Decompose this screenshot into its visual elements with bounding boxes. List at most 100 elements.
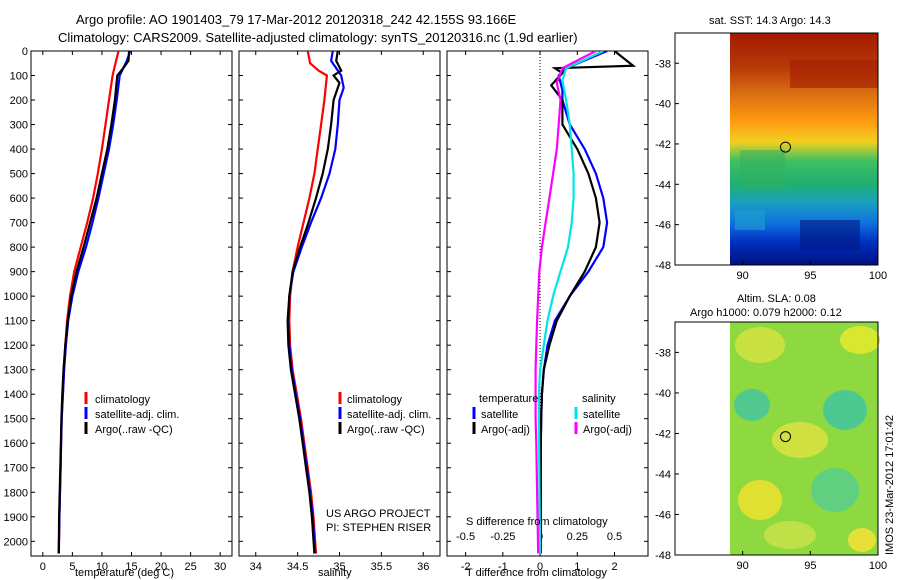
x-tick-label: 36 [417,561,429,573]
title-line-2: Climatology: CARS2009. Satellite-adjuste… [58,30,578,45]
sst-patch [735,210,765,230]
legend-title-salinity: salinity [582,393,616,405]
credit-line-2: PI: STEPHEN RISER [326,522,431,534]
legend-label-temp-argo: Argo(-adj) [481,424,530,436]
sla-blob [738,480,782,520]
y-tick-label: 1400 [4,389,28,401]
y-tick-label: -42 [655,139,671,151]
y-tick-label: 800 [10,242,28,254]
x-tick-label: 25 [184,561,196,573]
s-tick-label: 0.25 [567,531,588,543]
difference-xlabel: T difference from climatology [466,567,607,579]
difference-top-label: S difference from climatology [466,516,608,528]
salinity-ticks: 34 34.5 35 35.5 36 [239,50,440,573]
x-tick-label: 2 [611,561,617,573]
legend-label-sal-satellite: satellite [583,409,620,421]
y-tick-label: -46 [655,220,671,232]
difference-profiles [534,51,637,554]
y-tick-label: -40 [655,388,671,400]
imos-stamp: IMOS 23-Mar-2012 17:01:42 [884,415,896,555]
sla-blob [735,327,785,363]
title-line-1: Argo profile: AO 1901403_79 17-Mar-2012 … [76,12,517,27]
legend-label-satellite: satellite-adj. clim. [347,409,431,421]
y-tick-label: 1700 [4,463,28,475]
y-tick-label: 300 [10,120,28,132]
sla-blob [734,389,770,421]
x-tick-label: 100 [869,270,887,282]
salinity-panel: 34 34.5 35 35.5 36 salinity climatology sate… [238,50,441,579]
y-tick-label: 0 [22,46,28,58]
y-tick-label: 1200 [4,340,28,352]
y-tick-label: 1300 [4,365,28,377]
legend-label-temp-satellite: satellite [481,409,518,421]
y-tick-label: 700 [10,218,28,230]
x-tick-label: 90 [737,560,749,572]
legend-label-argo: Argo(..raw -QC) [95,424,173,436]
temperature-ticks: 0 5 10 15 20 25 300100200300400500600700800900… [4,46,232,573]
y-tick-label: -38 [655,58,671,70]
salinity-legend: climatology satellite-adj. clim. Argo(..… [338,392,431,436]
y-tick-label: -44 [655,469,671,481]
y-tick-label: 1800 [4,487,28,499]
profile-line-argo-adj- [534,51,597,554]
sst-map-ticks: 90 95 100 -38 -40 -42 -44 -46 -48 [655,58,887,282]
sst-map-patches [735,60,878,250]
y-tick-label: 1000 [4,291,28,303]
sla-map-title-2: Argo h1000: 0.079 h2000: 0.12 [690,307,842,319]
x-tick-label: 15 [125,561,137,573]
s-tick-label: -0.25 [490,531,515,543]
x-tick-label: 100 [869,560,887,572]
salinity-profiles [286,51,345,554]
legend-label-climatology: climatology [95,394,151,406]
x-tick-label: 34.5 [287,561,308,573]
legend-label-climatology: climatology [347,394,403,406]
y-tick-label: 1600 [4,438,28,450]
x-tick-label: 95 [804,270,816,282]
y-tick-label: 400 [10,144,28,156]
x-tick-label: 30 [214,561,226,573]
x-tick-label: -1 [498,561,508,573]
float-position-marker [780,431,792,443]
x-tick-label: -2 [461,561,471,573]
y-tick-label: 500 [10,169,28,181]
sla-map-ticks: 90 95 100 -38 -40 -42 -44 -46 -48 [655,347,887,572]
y-tick-label: -48 [655,550,671,562]
salinity-axes-box [238,50,441,557]
sst-patch [800,220,860,250]
difference-axes-box [446,50,649,557]
legend-label-sal-argo: Argo(-adj) [583,424,632,436]
legend-label-argo: Argo(..raw -QC) [347,424,425,436]
y-tick-label: 600 [10,193,28,205]
x-tick-label: 0 [40,561,46,573]
x-tick-label: 90 [737,270,749,282]
x-tick-label: 10 [96,561,108,573]
y-tick-label: -42 [655,428,671,440]
y-tick-label: -46 [655,509,671,521]
difference-legend: temperature salinity satellite Argo(-adj… [472,393,632,436]
y-tick-label: 900 [10,267,28,279]
profile-line-climatology [57,51,120,554]
sla-blob [840,326,880,354]
y-tick-label: 1900 [4,512,28,524]
sla-blob [848,528,876,552]
y-tick-label: 200 [10,95,28,107]
y-tick-label: 1100 [4,316,28,328]
sla-map-title-1: Altim. SLA: 0.08 [737,293,816,305]
sla-blob [764,521,816,549]
legend-title-temperature: temperature [479,393,538,405]
y-tick-label: -44 [655,179,671,191]
legend-label-satellite: satellite-adj. clim. [95,409,179,421]
y-tick-label: -38 [655,347,671,359]
x-tick-label: 20 [155,561,167,573]
profile-line-satellite [537,51,604,554]
x-tick-label: 0 [537,561,543,573]
profile-line-argo-raw-qc- [57,51,131,554]
x-tick-label: 5 [69,561,75,573]
sla-blob [772,422,828,458]
x-tick-label: 34 [250,561,262,573]
float-position-marker [780,141,792,153]
sla-map-panel: Altim. SLA: 0.08 Argo h1000: 0.079 h2000… [655,293,887,572]
sst-patch [740,150,785,190]
